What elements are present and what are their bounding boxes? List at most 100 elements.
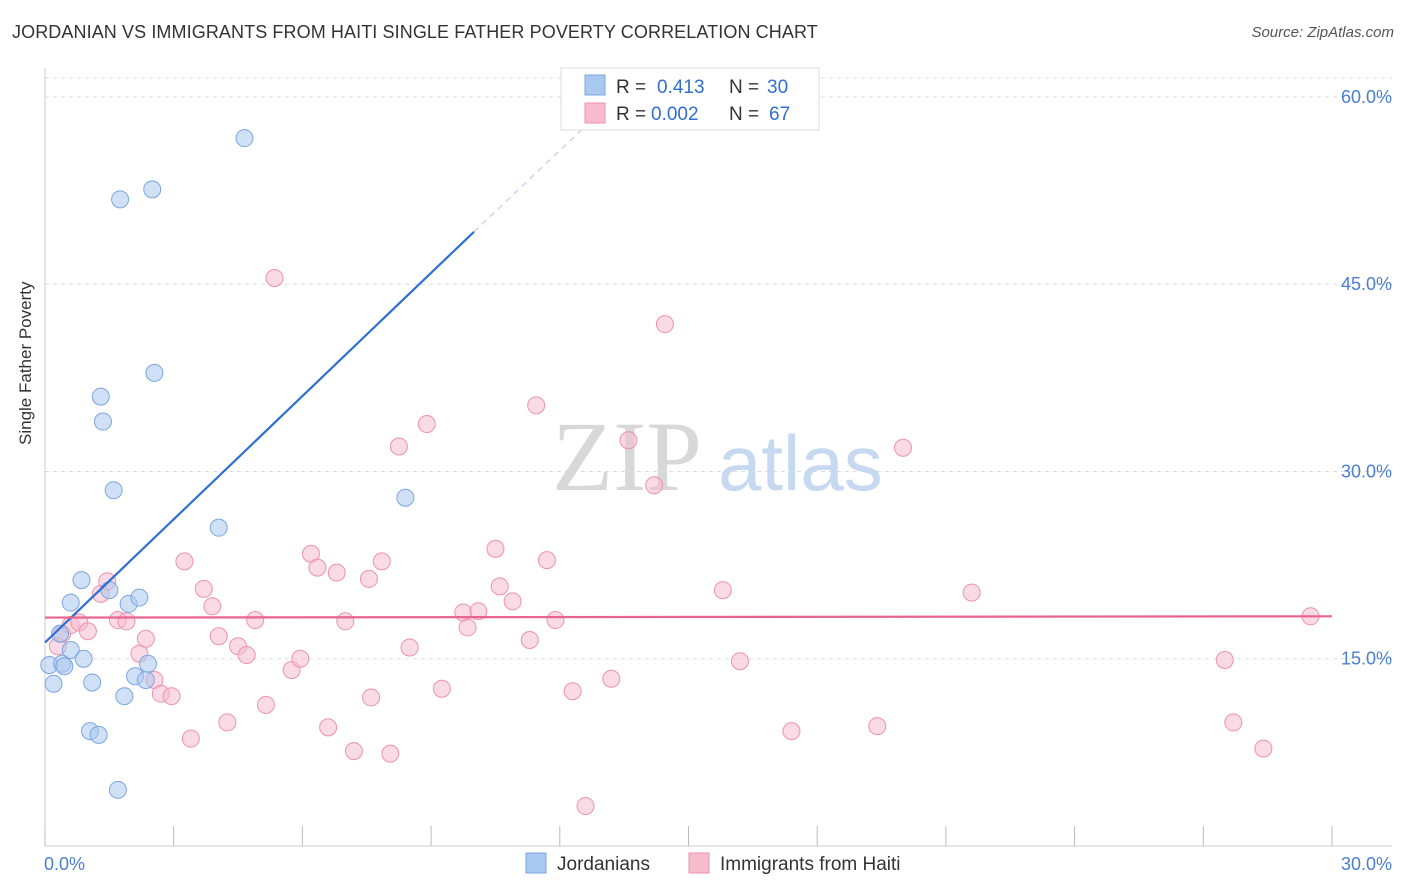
stats-r-value-1: 0.413 xyxy=(657,77,705,98)
haiti-point xyxy=(655,315,674,334)
haiti-point xyxy=(1224,713,1243,732)
jordanian-point xyxy=(93,412,112,431)
legend-haiti-swatch xyxy=(688,852,710,874)
legend-jordanians-swatch xyxy=(525,852,547,874)
haiti-point xyxy=(218,713,237,732)
haiti-point xyxy=(209,627,228,646)
haiti-point xyxy=(602,669,621,688)
haiti-point xyxy=(1254,739,1273,758)
legend-jordanians-label: Jordanians xyxy=(557,854,650,875)
haiti-point xyxy=(194,579,213,598)
jordanian-point xyxy=(209,518,228,537)
haiti-point xyxy=(527,396,546,415)
haiti-point xyxy=(576,797,595,816)
gridlines xyxy=(45,77,1392,660)
haiti-point xyxy=(730,652,749,671)
jordanian-point xyxy=(145,363,164,382)
jordanian-point xyxy=(61,593,80,612)
stats-n-label-2: N = xyxy=(729,104,759,125)
jordanian-point xyxy=(136,670,155,689)
stats-r-label-1: R = xyxy=(616,77,646,98)
haiti-point xyxy=(454,603,473,622)
jordanian-point xyxy=(72,571,91,590)
jordanian-point xyxy=(55,657,74,676)
haiti-point xyxy=(537,551,556,570)
jordanian-point xyxy=(111,190,130,209)
stats-legend-blue-swatch xyxy=(584,74,606,96)
stats-legend-pink-swatch xyxy=(584,102,606,124)
haiti-point xyxy=(336,612,355,631)
haiti-point xyxy=(432,679,451,698)
jordanian-point xyxy=(100,581,119,600)
haiti-point xyxy=(117,612,136,631)
jordanian-point xyxy=(115,687,134,706)
haiti-point xyxy=(520,631,539,650)
haiti-point xyxy=(175,552,194,571)
haiti-point xyxy=(546,611,565,630)
haiti-point xyxy=(389,437,408,456)
haiti-point xyxy=(417,415,436,434)
haiti-point xyxy=(291,649,310,668)
haiti-points xyxy=(48,268,1320,816)
stats-legend: R = 0.413 N = 30 R = 0.002 N = 67 xyxy=(560,67,820,131)
haiti-point xyxy=(503,592,522,611)
stats-r-label-2: R = xyxy=(616,104,646,125)
jordanian-point xyxy=(130,588,149,607)
haiti-point xyxy=(563,682,582,701)
jordanian-points xyxy=(40,129,415,799)
stats-n-label-1: N = xyxy=(729,77,759,98)
haiti-point xyxy=(327,563,346,582)
haiti-point xyxy=(162,687,181,706)
haiti-point xyxy=(136,629,155,648)
jordanian-point xyxy=(138,654,157,673)
x-tick-label: 30.0% xyxy=(1341,854,1392,874)
haiti-point xyxy=(181,729,200,748)
haiti-point xyxy=(359,569,378,588)
trend-lines xyxy=(44,121,1333,644)
haiti-point xyxy=(962,583,981,602)
y-tick-label: 45.0% xyxy=(1341,274,1392,294)
jordanian-point xyxy=(44,674,63,693)
haiti-point xyxy=(203,597,222,616)
axes xyxy=(44,68,1392,847)
watermark-atlas: atlas xyxy=(718,419,883,507)
haiti-point xyxy=(868,717,887,736)
haiti-point xyxy=(458,618,477,637)
jordanian-point xyxy=(235,129,254,148)
haiti-point xyxy=(645,476,664,495)
haiti-point xyxy=(486,539,505,558)
chart-title: JORDANIAN VS IMMIGRANTS FROM HAITI SINGL… xyxy=(12,22,818,42)
haiti-point xyxy=(237,645,256,664)
jordanian-point xyxy=(108,780,127,799)
haiti-point xyxy=(78,622,97,641)
haiti-point xyxy=(469,602,488,621)
stats-n-value-2: 67 xyxy=(769,104,790,125)
series-legend: Jordanians Immigrants from Haiti xyxy=(525,852,901,875)
stats-r-value-2: 0.002 xyxy=(651,104,699,125)
x-tick-label: 0.0% xyxy=(44,854,85,874)
jordanian-point xyxy=(143,180,162,199)
watermark-zip: ZIP xyxy=(552,401,702,512)
haiti-point xyxy=(319,718,338,737)
jordanian-trend-extension xyxy=(473,121,591,233)
haiti-trend-line xyxy=(44,615,1333,619)
jordanian-point xyxy=(396,488,415,507)
haiti-point xyxy=(308,558,327,577)
stats-n-value-1: 30 xyxy=(767,77,788,98)
jordanian-point xyxy=(74,649,93,668)
haiti-point xyxy=(344,742,363,761)
haiti-point xyxy=(782,722,801,741)
jordanian-trend-line xyxy=(44,230,475,644)
y-tick-label: 15.0% xyxy=(1341,649,1392,669)
haiti-point xyxy=(246,611,265,630)
haiti-point xyxy=(1215,650,1234,669)
jordanian-point xyxy=(104,481,123,500)
haiti-point xyxy=(362,688,381,707)
haiti-point xyxy=(256,695,275,714)
haiti-point xyxy=(713,581,732,600)
jordanian-point xyxy=(51,624,70,643)
haiti-point xyxy=(381,744,400,763)
haiti-point xyxy=(400,638,419,657)
haiti-point xyxy=(372,552,391,571)
